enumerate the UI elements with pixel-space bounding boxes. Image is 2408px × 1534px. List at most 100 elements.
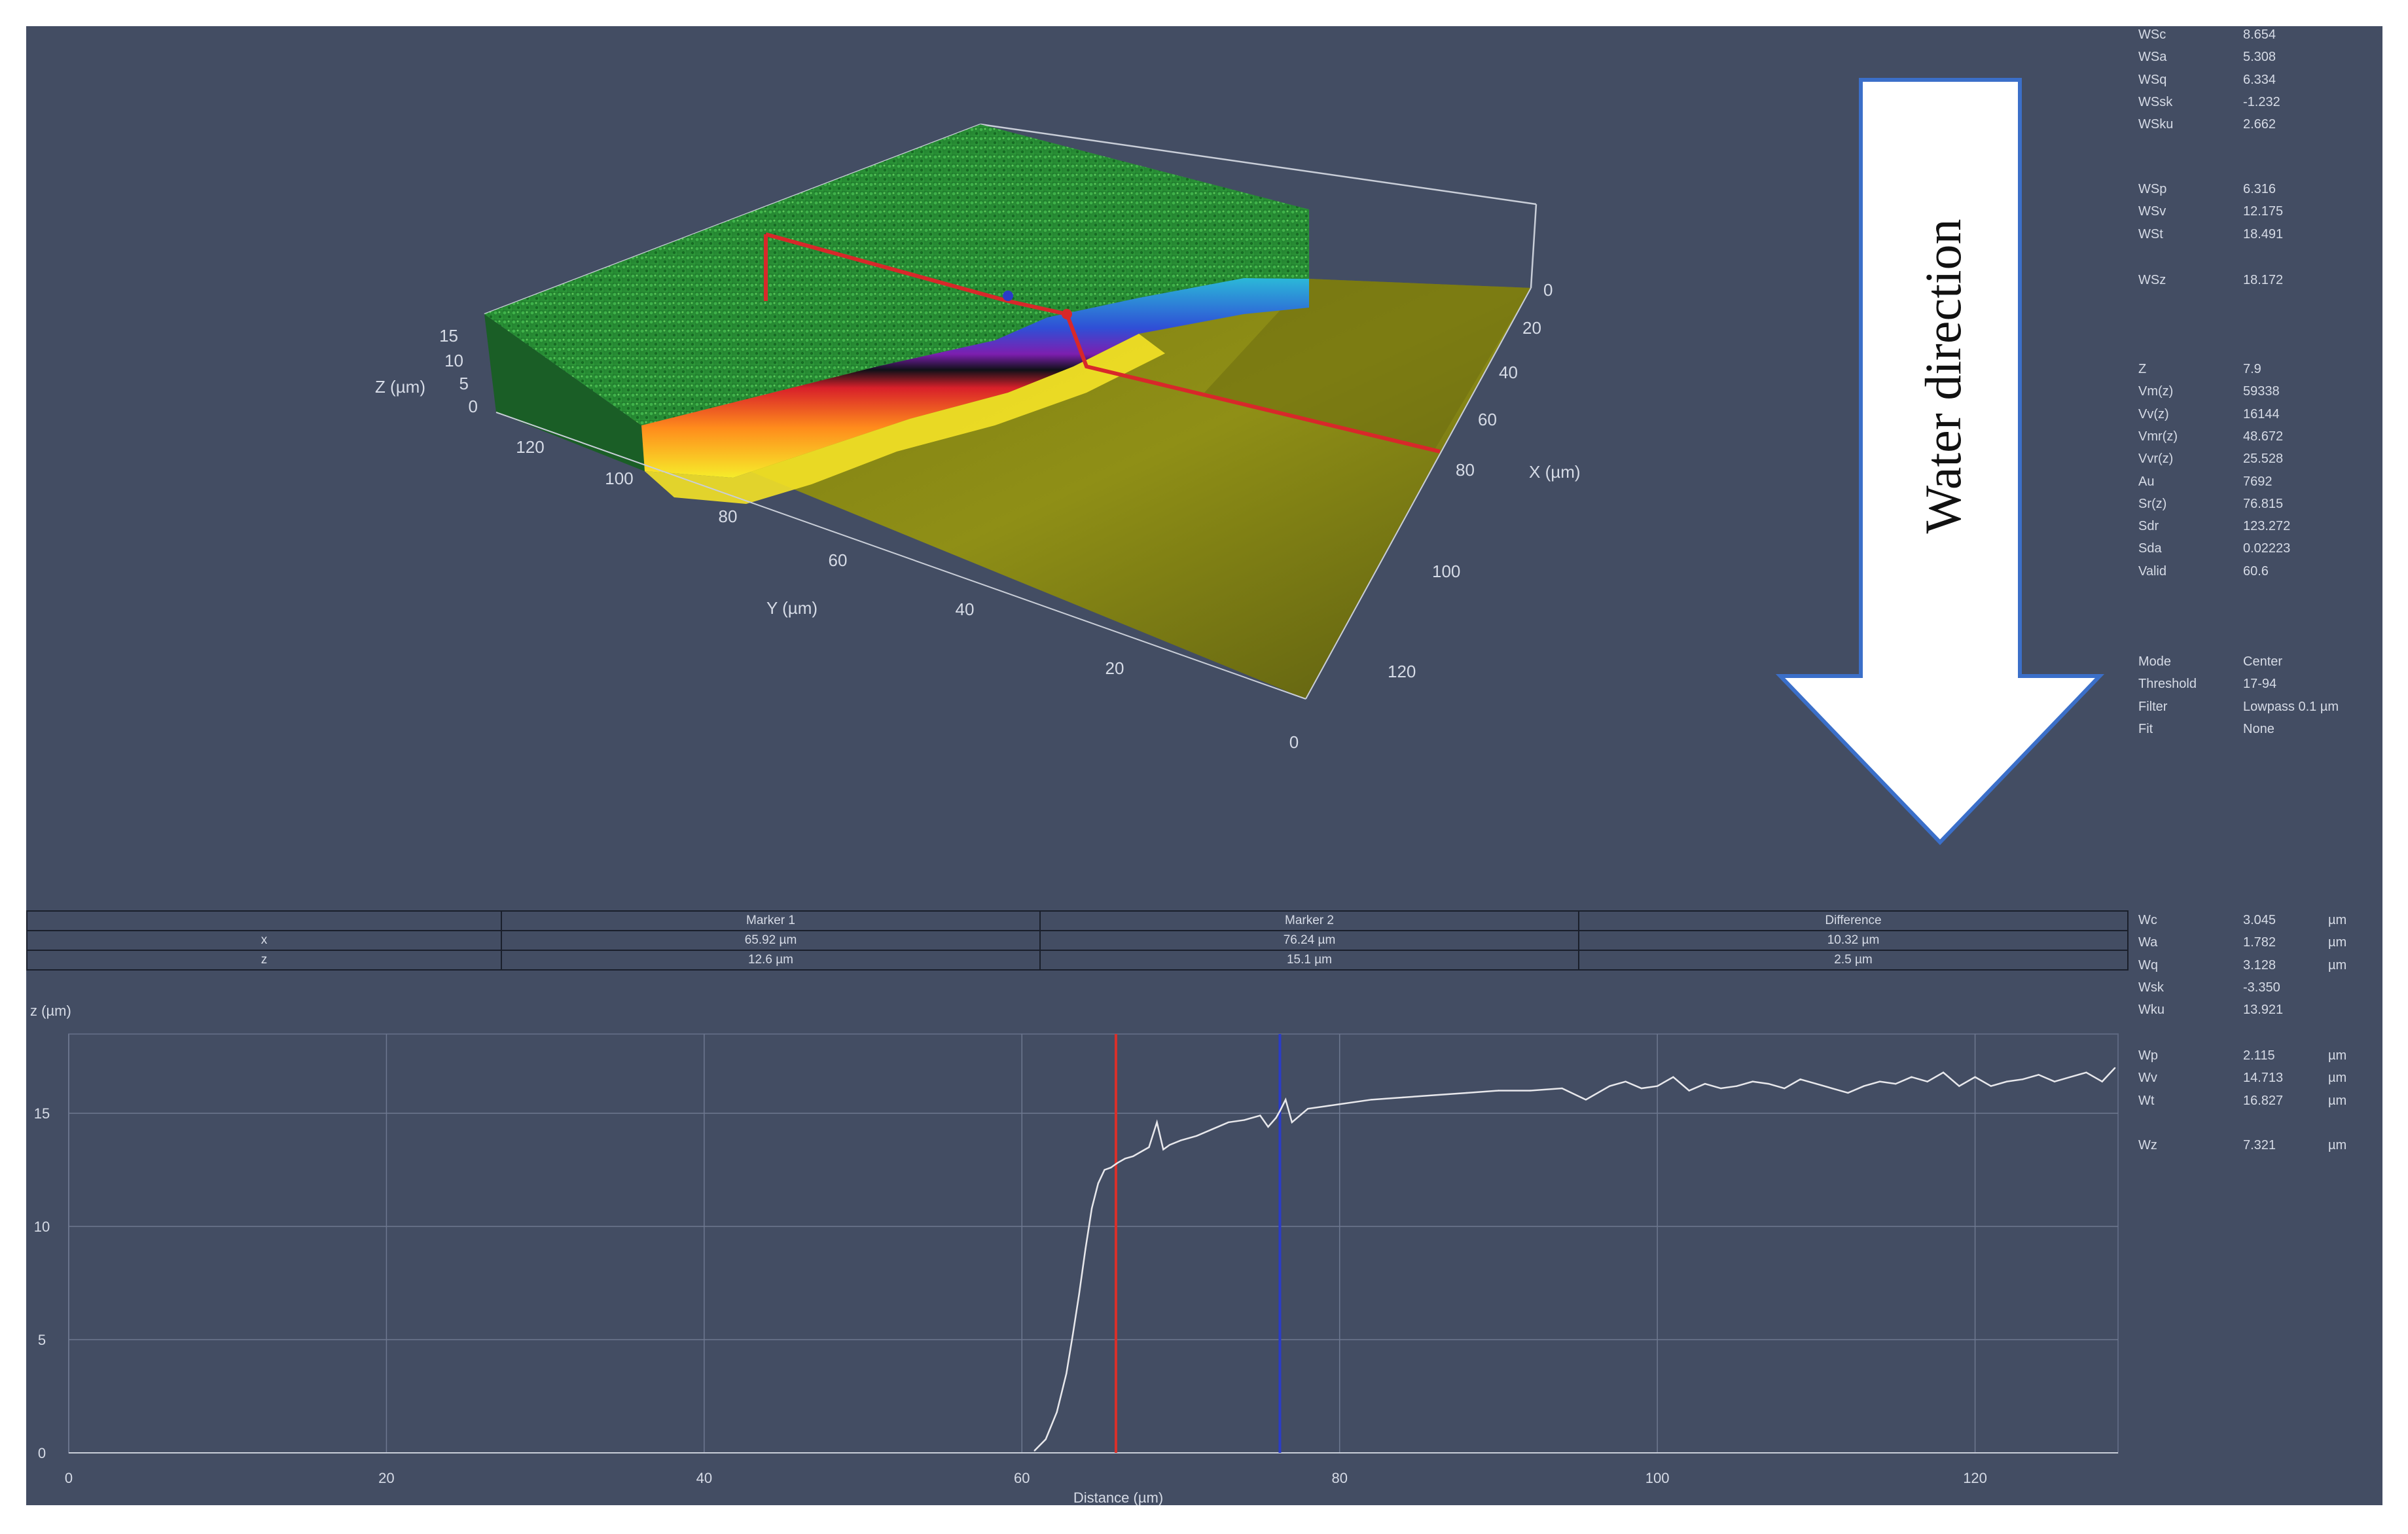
stat-key: WSz (2138, 273, 2166, 287)
stat-value: 76.815 (2243, 496, 2284, 511)
x-tick: 100 (1432, 562, 1460, 581)
stat-value: Lowpass 0.1 µm (2243, 699, 2339, 714)
stat-value: 3.128 (2243, 957, 2276, 972)
plot-frame (68, 1033, 2119, 1454)
stat-unit: µm (2328, 935, 2347, 950)
y-tick: 80 (719, 507, 738, 526)
profile-chart-svg: 0 20 40 60 80 100 120 0 5 10 15 Distance (µm) z (µm) (30, 1003, 2119, 1505)
stat-key: Wku (2138, 1003, 2165, 1018)
profile-point (1140, 1150, 1142, 1153)
profile-point (1736, 1085, 1738, 1087)
profile-point (1625, 1080, 1626, 1082)
profile-point (1799, 1078, 1801, 1080)
y-tick-label: 5 (38, 1332, 46, 1348)
stat-value: 16.827 (2243, 1093, 2284, 1108)
profile-point (1371, 1099, 1373, 1101)
x-tick-label: 0 (65, 1470, 73, 1486)
profile-point (1104, 1169, 1105, 1171)
profile-point (2005, 1080, 2008, 1082)
profile-point (1974, 1076, 1976, 1078)
profile-point (2038, 1074, 2040, 1076)
stat-key: Au (2138, 474, 2155, 489)
profile-point (1275, 1116, 1277, 1119)
profile-point (1847, 1092, 1849, 1094)
y-tick: 40 (956, 599, 975, 619)
y-tick-label: 0 (38, 1445, 46, 1461)
profile-point (1656, 1085, 1659, 1087)
profile-point (1878, 1080, 1881, 1082)
profile-point (1066, 1372, 1068, 1375)
profile-chart[interactable]: 0 20 40 60 80 100 120 0 5 10 15 Distance (µm) z (µm) (26, 969, 2160, 1505)
profile-point (1056, 1411, 1058, 1413)
profile-point (1291, 1121, 1293, 1124)
marker-table-header-cell: Marker 1 (501, 910, 1041, 931)
y-axis-label: z (µm) (30, 1003, 71, 1019)
profile-point (1078, 1293, 1080, 1296)
stat-value: 7.9 (2243, 362, 2261, 376)
stat-value: 0.02223 (2243, 541, 2291, 556)
stat-key: Filter (2138, 699, 2168, 714)
x-tick-label: 100 (1645, 1470, 1670, 1486)
marker-table-cell: 15.1 µm (1039, 950, 1579, 971)
marker-table-cell: 12.6 µm (501, 950, 1041, 971)
profile-point (1942, 1071, 1945, 1074)
y-tick: 100 (605, 469, 633, 488)
stat-value: 8.654 (2243, 27, 2276, 42)
profile-point (1132, 1155, 1134, 1158)
3d-surface-svg: 15 10 5 0 Z (µm) 0 20 40 60 80 100 120 X… (375, 78, 2105, 846)
stat-key: WSq (2138, 72, 2167, 87)
profile-point (1926, 1080, 1928, 1082)
marker-table-cell: x (26, 930, 502, 951)
stat-key: Wsk (2138, 980, 2164, 995)
stat-unit: µm (2328, 1138, 2347, 1152)
profile-point (1033, 1450, 1035, 1452)
marker-table-header-cell: Marker 2 (1039, 910, 1579, 931)
profile-point (1116, 1162, 1119, 1164)
profilometer-window: 15 10 5 0 Z (µm) 0 20 40 60 80 100 120 X… (26, 26, 2382, 1505)
stat-unit: µm (2328, 913, 2347, 927)
profile-point (1767, 1082, 1770, 1085)
profile-point (1752, 1080, 1753, 1082)
marker-table-cell: 65.92 µm (501, 930, 1041, 951)
profile-point (2101, 1080, 2103, 1082)
profile-point (1863, 1085, 1865, 1087)
profile-point (1085, 1248, 1087, 1250)
stat-value: -3.350 (2243, 980, 2280, 995)
profile-point (1045, 1438, 1047, 1440)
step-cliff (641, 278, 1309, 478)
stat-value: 6.316 (2243, 182, 2276, 196)
profile-point (2053, 1080, 2056, 1082)
profile-point (1561, 1087, 1563, 1090)
profile-point (1529, 1090, 1532, 1092)
profile-point (1911, 1076, 1913, 1078)
water-direction-arrow: Water direction (1775, 78, 2105, 846)
profile-point (1090, 1207, 1093, 1209)
profile-point (1109, 1166, 1112, 1169)
stat-key: Sdr (2138, 519, 2159, 534)
profile-point (1148, 1146, 1150, 1149)
marker-table-row: z 12.6 µm 15.1 µm 2.5 µm (26, 950, 2129, 971)
profile-point (1284, 1099, 1287, 1101)
profile-point (1688, 1090, 1690, 1092)
stat-value: 5.308 (2243, 50, 2276, 65)
profile-point (1895, 1082, 1897, 1085)
profile-point (1162, 1149, 1164, 1150)
x-tick-label: 120 (1963, 1470, 1987, 1486)
x-tick: 80 (1456, 460, 1475, 480)
x-axis-label: Distance (µm) (1073, 1489, 1163, 1505)
stat-key: Sda (2138, 541, 2162, 556)
marker-table-header: Marker 1 Marker 2 Difference (26, 910, 2129, 931)
stat-value: None (2243, 721, 2274, 736)
stat-unit: µm (2328, 957, 2347, 972)
y-tick: 60 (829, 550, 848, 570)
stat-value: 18.172 (2243, 273, 2284, 287)
profile-point (1259, 1115, 1261, 1116)
3d-surface-view[interactable]: 15 10 5 0 Z (µm) 0 20 40 60 80 100 120 X… (26, 26, 2382, 897)
stat-value: 25.528 (2243, 452, 2284, 467)
stat-key: Z (2138, 362, 2147, 376)
stat-value: 2.662 (2243, 117, 2276, 132)
marker-table: Marker 1 Marker 2 Difference x 65.92 µm … (26, 910, 2129, 971)
stat-key: WSv (2138, 204, 2166, 219)
profile-point (1124, 1158, 1126, 1160)
stat-value: 59338 (2243, 384, 2280, 399)
